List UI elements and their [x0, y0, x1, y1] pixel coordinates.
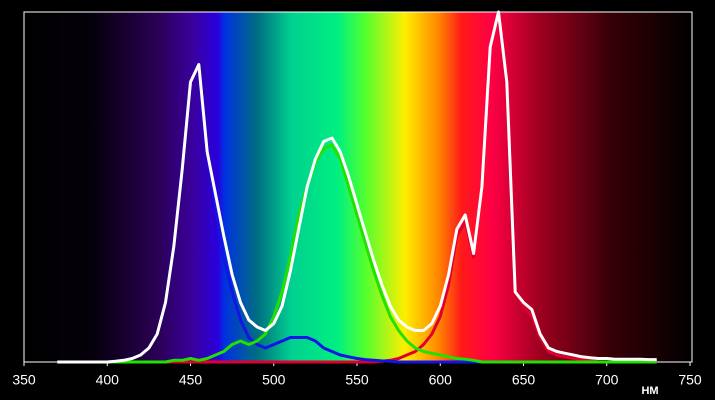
x-tick-label: 450	[179, 372, 203, 388]
x-tick-label: 700	[595, 372, 619, 388]
x-tick-label: 750	[678, 372, 702, 388]
x-tick-label: 600	[429, 372, 453, 388]
x-tick-label: 350	[12, 372, 36, 388]
x-tick-label: 500	[262, 372, 286, 388]
x-axis-label: НМ	[641, 385, 658, 397]
series-line	[57, 10, 657, 364]
x-tick-label: 400	[96, 372, 120, 388]
x-tick-label: 550	[345, 372, 369, 388]
x-tick-label: 650	[512, 372, 536, 388]
spectrum-background	[24, 12, 692, 362]
series-line	[57, 143, 657, 364]
